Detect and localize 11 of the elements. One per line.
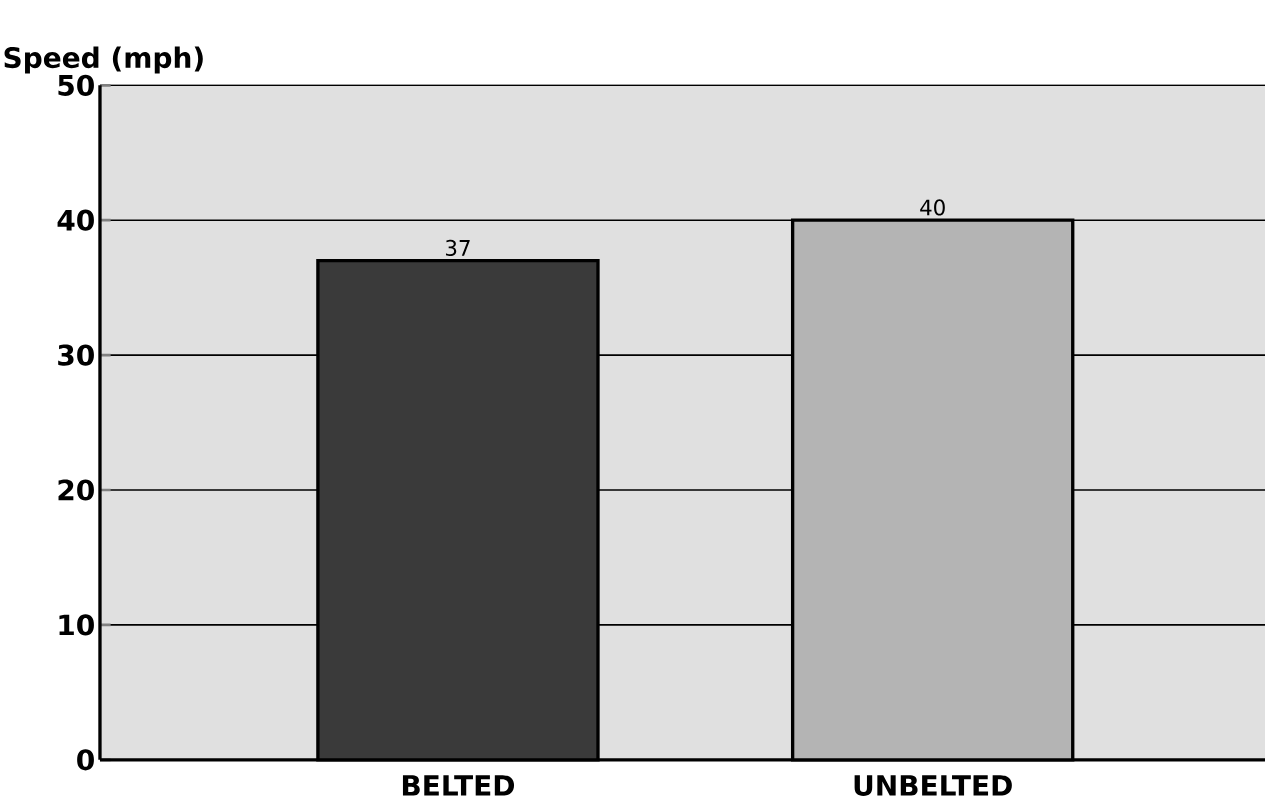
y-tick-label: 10 [59,614,94,636]
y-tick-label: 50 [58,74,94,96]
y-tick-label: 0 [77,749,94,771]
y-tick-label: 20 [58,479,94,501]
data-label: 40 [920,199,945,216]
x-tick-label: BELTED [402,775,515,796]
data-label: 37 [446,239,470,257]
y-tick-label: 30 [58,344,94,366]
y-axis-title: Speed (mph) [4,46,203,74]
y-tick-label: 40 [57,209,94,231]
x-tick-label: UNBELTED [854,775,1012,797]
